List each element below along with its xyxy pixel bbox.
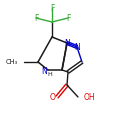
Text: N: N: [64, 39, 69, 47]
Text: F: F: [65, 14, 70, 22]
Text: H: H: [47, 71, 52, 76]
Text: CH₃: CH₃: [6, 59, 18, 65]
Text: N: N: [73, 42, 79, 51]
Text: F: F: [49, 4, 54, 12]
Text: N: N: [41, 66, 46, 76]
Text: OH: OH: [83, 92, 95, 102]
Text: O: O: [50, 93, 55, 102]
Text: F: F: [34, 14, 38, 22]
